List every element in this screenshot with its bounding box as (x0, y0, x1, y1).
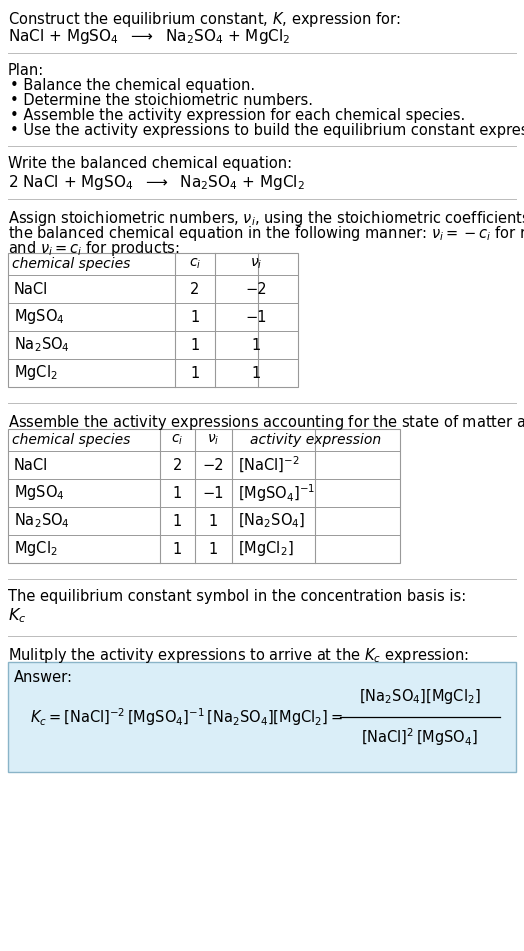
Text: MgCl$_2$: MgCl$_2$ (14, 363, 58, 382)
Text: −1: −1 (246, 309, 267, 324)
Text: Answer:: Answer: (14, 670, 73, 685)
Text: • Balance the chemical equation.: • Balance the chemical equation. (10, 78, 255, 93)
Text: $K_c$: $K_c$ (8, 606, 26, 625)
Text: 2 NaCl + MgSO$_4$  $\longrightarrow$  Na$_2$SO$_4$ + MgCl$_2$: 2 NaCl + MgSO$_4$ $\longrightarrow$ Na$_… (8, 173, 305, 192)
Text: MgSO$_4$: MgSO$_4$ (14, 307, 65, 326)
Text: Plan:: Plan: (8, 63, 44, 78)
Text: MgCl$_2$: MgCl$_2$ (14, 539, 58, 558)
Text: chemical species: chemical species (12, 433, 130, 447)
Text: Assign stoichiometric numbers, $\nu_i$, using the stoichiometric coefficients, $: Assign stoichiometric numbers, $\nu_i$, … (8, 209, 524, 228)
Text: Mulitply the activity expressions to arrive at the $K_c$ expression:: Mulitply the activity expressions to arr… (8, 646, 469, 665)
Text: [MgCl$_2$]: [MgCl$_2$] (238, 539, 293, 558)
Text: Construct the equilibrium constant, $K$, expression for:: Construct the equilibrium constant, $K$,… (8, 10, 401, 29)
Text: −2: −2 (246, 281, 267, 297)
Text: $[\mathrm{Na_2SO_4}][\mathrm{MgCl_2}]$: $[\mathrm{Na_2SO_4}][\mathrm{MgCl_2}]$ (359, 688, 481, 707)
Text: NaCl + MgSO$_4$  $\longrightarrow$  Na$_2$SO$_4$ + MgCl$_2$: NaCl + MgSO$_4$ $\longrightarrow$ Na$_2$… (8, 27, 290, 46)
Text: 1: 1 (209, 514, 218, 529)
Text: activity expression: activity expression (250, 433, 381, 447)
Text: −1: −1 (203, 486, 224, 500)
Text: 2: 2 (173, 457, 182, 473)
Text: NaCl: NaCl (14, 457, 48, 473)
Text: and $\nu_i = c_i$ for products:: and $\nu_i = c_i$ for products: (8, 239, 180, 258)
Text: 1: 1 (252, 338, 261, 353)
Text: 1: 1 (190, 338, 200, 353)
Text: Na$_2$SO$_4$: Na$_2$SO$_4$ (14, 336, 70, 355)
Text: Assemble the activity expressions accounting for the state of matter and $\nu_i$: Assemble the activity expressions accoun… (8, 413, 524, 432)
Text: $\nu_i$: $\nu_i$ (208, 433, 220, 447)
Text: 1: 1 (190, 365, 200, 380)
Text: NaCl: NaCl (14, 281, 48, 297)
Text: 1: 1 (190, 309, 200, 324)
Text: • Determine the stoichiometric numbers.: • Determine the stoichiometric numbers. (10, 93, 313, 108)
FancyBboxPatch shape (8, 253, 298, 387)
Text: • Use the activity expressions to build the equilibrium constant expression.: • Use the activity expressions to build … (10, 123, 524, 138)
Text: $\nu_i$: $\nu_i$ (250, 257, 263, 271)
Text: the balanced chemical equation in the following manner: $\nu_i = -c_i$ for react: the balanced chemical equation in the fo… (8, 224, 524, 243)
FancyBboxPatch shape (8, 662, 516, 772)
Text: 1: 1 (209, 541, 218, 556)
Text: • Assemble the activity expression for each chemical species.: • Assemble the activity expression for e… (10, 108, 465, 123)
Text: $[\mathrm{NaCl}]^2\,[\mathrm{MgSO_4}]$: $[\mathrm{NaCl}]^2\,[\mathrm{MgSO_4}]$ (362, 727, 478, 747)
Text: chemical species: chemical species (12, 257, 130, 271)
Text: [MgSO$_4$]$^{-1}$: [MgSO$_4$]$^{-1}$ (238, 482, 315, 504)
FancyBboxPatch shape (8, 429, 400, 563)
Text: $c_i$: $c_i$ (171, 433, 183, 447)
Text: MgSO$_4$: MgSO$_4$ (14, 483, 65, 502)
Text: [Na$_2$SO$_4$]: [Na$_2$SO$_4$] (238, 512, 305, 531)
Text: −2: −2 (203, 457, 224, 473)
Text: Na$_2$SO$_4$: Na$_2$SO$_4$ (14, 512, 70, 531)
Text: The equilibrium constant symbol in the concentration basis is:: The equilibrium constant symbol in the c… (8, 589, 466, 604)
Text: 2: 2 (190, 281, 200, 297)
Text: $K_c = [\mathrm{NaCl}]^{-2}\,[\mathrm{MgSO_4}]^{-1}\,[\mathrm{Na_2SO_4}][\mathrm: $K_c = [\mathrm{NaCl}]^{-2}\,[\mathrm{Mg… (30, 707, 343, 728)
Text: 1: 1 (173, 514, 182, 529)
Text: [NaCl]$^{-2}$: [NaCl]$^{-2}$ (238, 455, 300, 476)
Text: Write the balanced chemical equation:: Write the balanced chemical equation: (8, 156, 292, 171)
Text: 1: 1 (173, 541, 182, 556)
Text: 1: 1 (173, 486, 182, 500)
Text: $c_i$: $c_i$ (189, 257, 201, 271)
Text: 1: 1 (252, 365, 261, 380)
